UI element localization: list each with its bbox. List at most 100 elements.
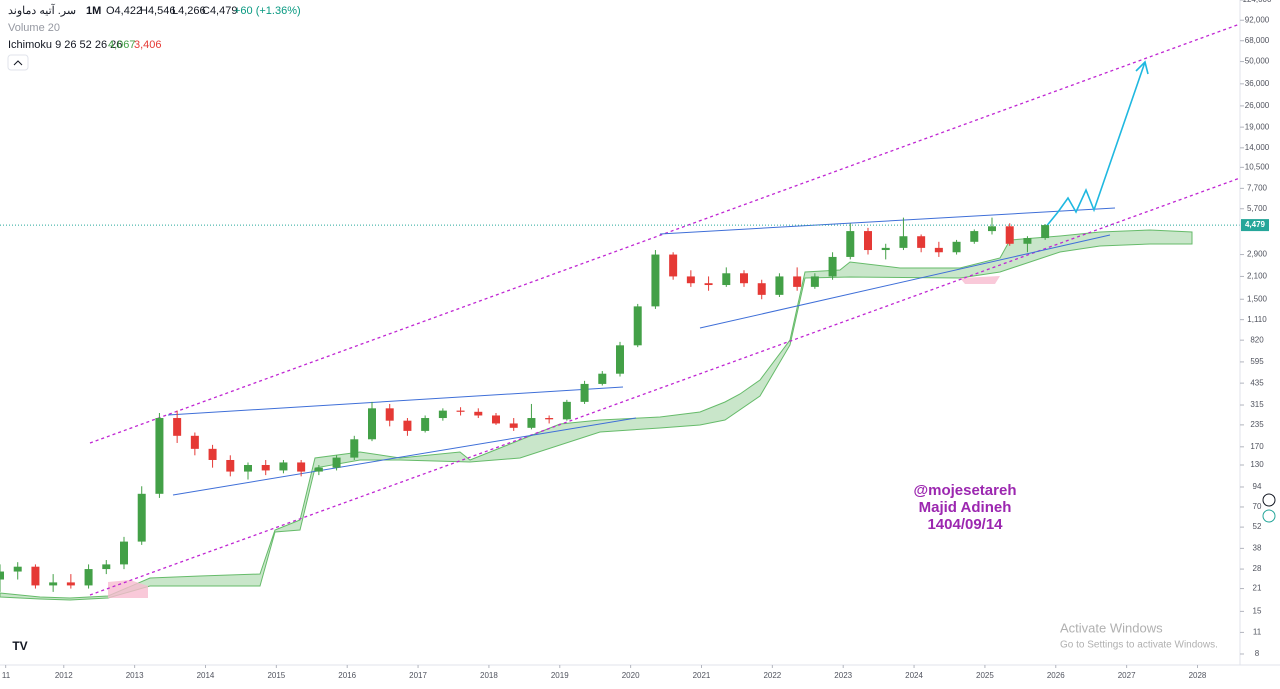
symbol[interactable]: سر. آتیه دماوند (8, 4, 76, 17)
candle-body (757, 283, 766, 295)
watermark: Majid Adineh (919, 499, 1012, 516)
x-tick-label: 2026 (1047, 671, 1065, 680)
candle-body (686, 276, 695, 284)
candle-body (84, 569, 93, 586)
y-tick-label: 11 (1253, 628, 1262, 637)
x-tick-label: 2021 (693, 671, 711, 680)
y-tick-label: 235 (1250, 420, 1264, 429)
x-tick-label: 2012 (55, 671, 73, 680)
candle-body (828, 256, 837, 277)
y-tick-label: 50,000 (1245, 57, 1270, 66)
candle-body (49, 582, 58, 586)
side-button[interactable] (1262, 509, 1276, 523)
os-notice-title: Activate Windows (1060, 620, 1163, 635)
candle-body (810, 276, 819, 287)
candle-body (0, 571, 4, 580)
plot-area (0, 217, 1240, 592)
candle-body (864, 231, 872, 251)
y-tick-label: 52 (1253, 522, 1262, 531)
candle-body (1005, 226, 1014, 244)
candle-body (527, 418, 536, 428)
candle-body (492, 415, 500, 424)
last-price-label: 4,479 (1245, 220, 1266, 229)
y-tick-label: 124,000 (1243, 0, 1272, 4)
x-tick-label: 2016 (338, 671, 356, 680)
side-button[interactable] (1262, 493, 1276, 507)
y-tick-label: 435 (1250, 378, 1264, 387)
candle-body (350, 439, 359, 458)
x-tick-label: 2019 (551, 671, 569, 680)
y-tick-label: 94 (1253, 482, 1262, 491)
y-tick-label: 68,000 (1245, 36, 1270, 45)
y-tick-label: 70 (1253, 502, 1262, 511)
candle-body (368, 408, 376, 440)
y-tick-label: 315 (1250, 400, 1264, 409)
collapse-button[interactable] (7, 54, 29, 71)
ichimoku-value: 4,067 (108, 39, 136, 51)
y-tick-label: 28 (1253, 564, 1262, 573)
watermark: @mojesetareh (913, 482, 1016, 499)
logo-mark: TV (12, 639, 27, 653)
candle-body (190, 435, 199, 449)
candle-body (385, 408, 394, 421)
y-tick-label: 38 (1253, 543, 1262, 552)
y-tick-label: 1,500 (1247, 294, 1268, 303)
ichimoku-label[interactable]: Ichimoku 9 26 52 26 26 (8, 39, 122, 51)
low: L4,266 (172, 5, 206, 17)
candle-body (120, 541, 128, 565)
candle-body (173, 418, 182, 436)
candle-body (226, 459, 235, 472)
candle-body (846, 231, 855, 257)
y-tick-label: 19,000 (1245, 122, 1270, 131)
x-tick-label: 2028 (1189, 671, 1207, 680)
candle-body (474, 411, 483, 416)
y-tick-label: 170 (1250, 442, 1264, 451)
collapse-icon (13, 60, 23, 66)
candle-body (917, 236, 926, 248)
candle-body (598, 373, 607, 384)
ichimoku-cloud-red (960, 276, 1000, 284)
y-tick-label: 8 (1255, 649, 1260, 658)
x-tick-label: 2025 (976, 671, 994, 680)
trend-lines (89, 23, 1241, 596)
change: +60 (+1.36%) (234, 5, 301, 17)
y-tick-label: 26,000 (1245, 101, 1270, 110)
watermark: 1404/09/14 (927, 516, 1003, 533)
candle-body (970, 231, 979, 242)
candle-body (421, 418, 430, 431)
logo[interactable] (8, 636, 32, 656)
candle-body (509, 423, 518, 428)
y-tick-label: 595 (1250, 357, 1264, 366)
y-tick-label: 10,500 (1245, 162, 1270, 171)
candle-body (31, 566, 40, 586)
os-notice-text: Go to Settings to activate Windows. (1060, 640, 1218, 651)
ichimoku-cloud-red (108, 580, 148, 598)
x-tick-label: 2024 (905, 671, 923, 680)
candle-body (137, 493, 146, 542)
candle-body (13, 566, 22, 572)
y-tick-label: 2,900 (1247, 250, 1268, 259)
candle-body (438, 410, 447, 419)
y-tick-label: 130 (1250, 460, 1264, 469)
candle-body (1023, 238, 1032, 244)
high: H4,546 (140, 5, 175, 17)
y-tick-label: 36,000 (1245, 79, 1270, 88)
volume-label[interactable]: Volume 20 (8, 22, 60, 34)
candle-body (66, 582, 75, 586)
y-tick-label: 2,100 (1247, 272, 1268, 281)
x-tick-label: 2023 (834, 671, 852, 680)
candle-body (722, 273, 731, 286)
ichimoku-cloud (0, 229, 1193, 601)
candle-body (244, 465, 252, 472)
interval[interactable]: 1M (86, 5, 101, 17)
legend-header: سر. آتیه دماوند 1M O4,422 H4,546 L4,266 … (7, 4, 301, 71)
candle-body (261, 465, 270, 471)
x-tick-label: 2015 (267, 671, 285, 680)
y-tick-label: 1,110 (1247, 315, 1267, 324)
candle-body (297, 462, 306, 472)
candle-body (102, 564, 111, 570)
candle-body (669, 254, 678, 277)
candle-body (314, 467, 323, 472)
candle-body (1041, 225, 1050, 239)
